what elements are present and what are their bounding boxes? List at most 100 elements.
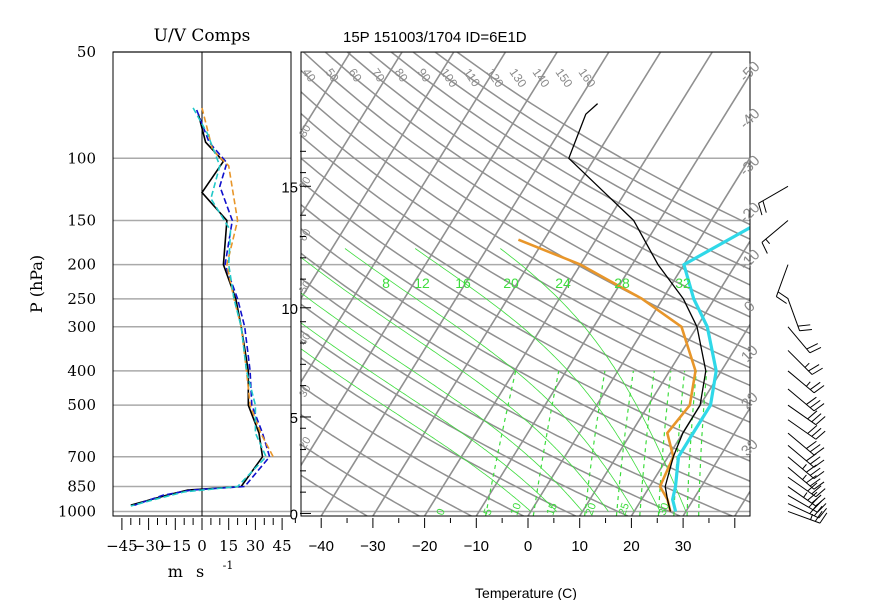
wind-barb-flag xyxy=(797,324,811,327)
height-tick-label: 5 xyxy=(290,410,298,427)
wind-barb-flag xyxy=(799,329,812,332)
wind-barb xyxy=(761,220,789,254)
wind-barb-staff xyxy=(787,476,817,498)
wind-barb-flag xyxy=(762,200,767,213)
wind-barb-flag xyxy=(809,456,821,465)
dry-adiabat-label: 90 xyxy=(415,66,434,85)
wind-barb-flag xyxy=(809,467,821,476)
mixing-ratio-line xyxy=(639,370,655,516)
wind-barb-flag xyxy=(815,497,826,507)
wind-barb-flag xyxy=(811,367,823,375)
wind-barb-flag xyxy=(807,491,818,501)
isotherm-label: -50 xyxy=(736,58,763,85)
temperature-tick-label: 0 xyxy=(524,538,532,555)
dry-adiabat xyxy=(301,90,750,369)
mixing-ratio-line xyxy=(485,370,517,516)
pressure-tick-label: 200 xyxy=(67,256,96,274)
wind-barb-flag xyxy=(809,399,821,409)
moist-adiabat-label: 0 xyxy=(435,507,448,517)
wind-barb xyxy=(787,445,825,468)
temperature-tick-label: −20 xyxy=(412,538,437,555)
left-theta-label: 20 xyxy=(297,435,314,452)
wind-barb-flag xyxy=(814,510,823,522)
dry-adiabat-label: 120 xyxy=(484,66,507,91)
isotherm xyxy=(301,52,352,134)
moist-adiabat xyxy=(414,248,661,512)
wind-barb-flag xyxy=(811,427,822,437)
wind-barb-flag xyxy=(807,425,818,434)
mixing-ratio-label: 32 xyxy=(675,275,691,291)
left-theta-label: 80 xyxy=(297,123,314,140)
wind-barb-half xyxy=(765,238,771,245)
uv-x-tick-label: −45 xyxy=(106,537,138,555)
wind-barb-flag xyxy=(758,203,763,216)
temperature-tick-label: −30 xyxy=(360,538,385,555)
temperature-tick-label: −40 xyxy=(308,538,333,555)
wind-barb xyxy=(787,510,828,524)
wind-barb-staff xyxy=(787,456,815,479)
dry-adiabat-label: 80 xyxy=(392,66,411,85)
mixing-ratio-label: 28 xyxy=(614,275,630,291)
wind-barb-staff xyxy=(787,326,811,354)
dry-adiabat-label: 100 xyxy=(438,66,461,91)
dry-adiabat xyxy=(301,112,750,387)
skewt-panel: 15P 151003/1704 ID=6E1D 40 50 60 70 80 90 100 1… xyxy=(281,29,828,600)
isotherm-label: 10 xyxy=(738,342,762,366)
wind-barb xyxy=(787,419,826,440)
mixing-ratio-line xyxy=(686,370,697,516)
moist-adiabat-label: 30 xyxy=(657,501,672,517)
wind-barb-flag xyxy=(815,430,826,440)
moist-adiabat-label: 10 xyxy=(509,501,524,517)
wind-barb-flag xyxy=(809,346,822,354)
wind-barb-half xyxy=(802,464,807,470)
isotherm xyxy=(301,52,558,467)
dry-adiabat-label: 160 xyxy=(576,66,599,91)
wind-barb-staff xyxy=(787,494,818,513)
isotherm-label: -40 xyxy=(736,105,763,132)
wind-barb-flag xyxy=(818,508,827,519)
temperature-tick-label: 10 xyxy=(571,538,588,555)
wind-barb-flag xyxy=(761,242,768,254)
pressure-tick-label: 100 xyxy=(67,149,96,167)
wind-barb-flag xyxy=(807,482,818,492)
dry-adiabat xyxy=(301,303,681,516)
dry-adiabat xyxy=(301,277,733,516)
wind-barbs xyxy=(758,185,828,524)
wind-barb-half xyxy=(806,381,811,387)
wind-barb xyxy=(758,185,789,216)
isotherm xyxy=(630,323,750,516)
wind-barb-flag xyxy=(811,485,822,495)
wind-barb-flag xyxy=(809,381,821,390)
uv-x-tick-label: 15 xyxy=(219,537,238,555)
pressure-tick-label: 500 xyxy=(67,396,96,414)
wind-barb-flag xyxy=(806,475,817,484)
wind-barb-flag xyxy=(808,364,820,372)
uv-x-axis-exponent: -1 xyxy=(223,559,234,572)
wind-barb xyxy=(787,370,825,394)
wind-barb xyxy=(787,503,827,519)
dewpoint-profile xyxy=(517,238,697,512)
isotherm xyxy=(301,52,403,217)
wind-barb-flag xyxy=(813,459,825,468)
uv-x-tick-label: −15 xyxy=(159,537,191,555)
moist-adiabat xyxy=(301,292,583,512)
pressure-tick-label: 50 xyxy=(77,43,96,61)
temperature-tick-label: −10 xyxy=(464,538,489,555)
dry-adiabat xyxy=(301,180,750,443)
wind-barb xyxy=(787,486,826,507)
isotherm xyxy=(475,73,750,516)
dry-adiabat xyxy=(301,227,750,483)
pressure-tick-label: 700 xyxy=(67,448,96,466)
wind-barb-half xyxy=(803,492,808,498)
wind-barb-flag xyxy=(806,396,817,405)
wind-barb-flag xyxy=(815,488,826,498)
dry-adiabat xyxy=(301,69,750,352)
wind-barb-staff xyxy=(787,503,820,519)
wind-barb xyxy=(787,404,826,426)
wind-barb-flag xyxy=(811,413,822,423)
wind-barb-flag xyxy=(806,440,817,449)
wind-barb-half xyxy=(804,362,810,368)
left-theta-label: 30 xyxy=(297,383,314,400)
wind-barb-staff xyxy=(787,510,821,524)
pressure-tick-label: 150 xyxy=(67,211,96,229)
